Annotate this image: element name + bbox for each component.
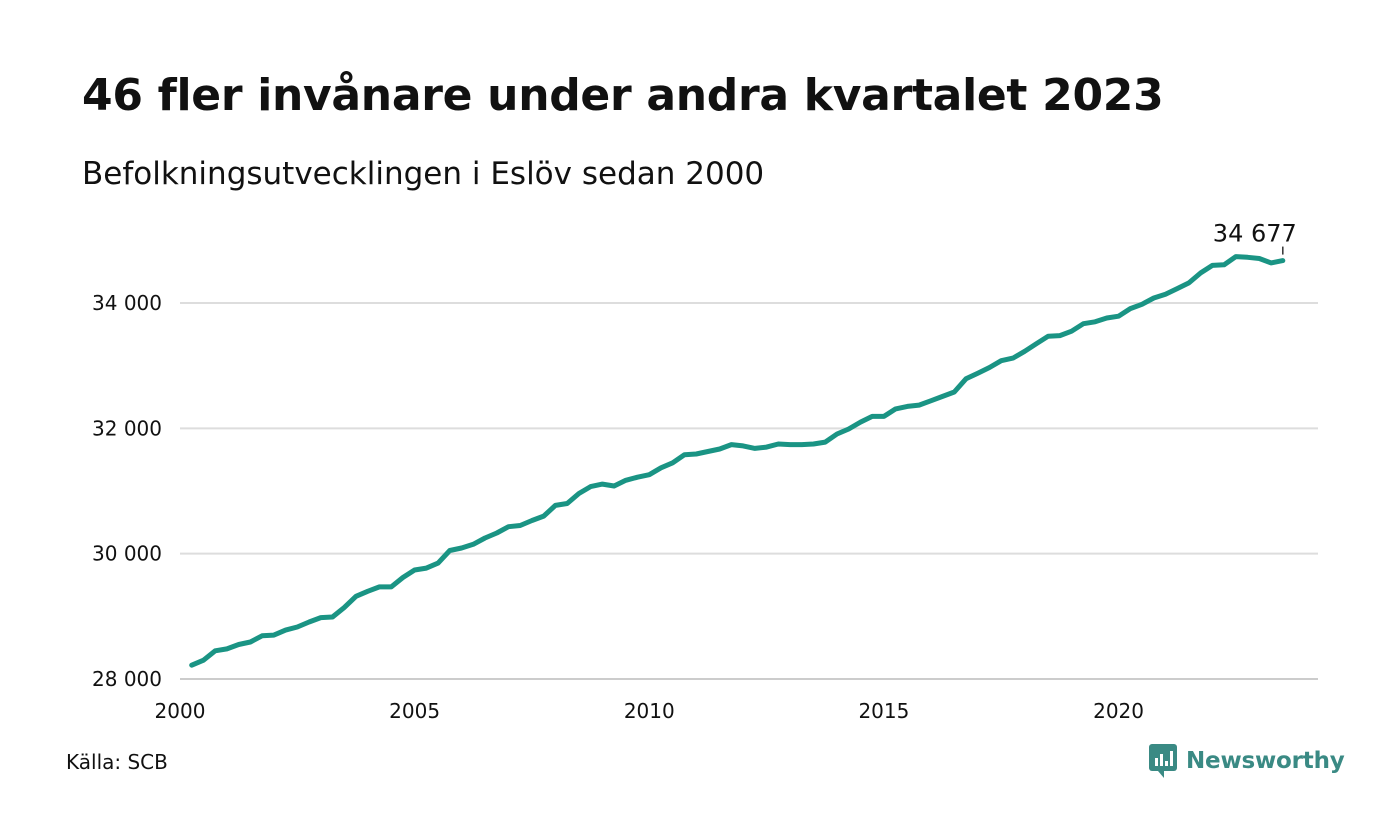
- newsworthy-logo-icon: [1149, 744, 1177, 778]
- newsworthy-logo: Newsworthy: [1148, 743, 1345, 779]
- x-tick-label: 2015: [858, 699, 909, 723]
- x-tick-label: 2000: [155, 699, 206, 723]
- source-note: Källa: SCB: [66, 750, 168, 774]
- y-tick-label: 28 000: [92, 667, 162, 691]
- brand-name: Newsworthy: [1186, 748, 1345, 774]
- chart-title: 46 fler invånare under andra kvartalet 2…: [82, 70, 1164, 121]
- population-series-line: [189, 254, 1286, 668]
- chart-subtitle: Befolkningsutvecklingen i Eslöv sedan 20…: [82, 156, 765, 192]
- y-axis-tick-labels: 28 000 30 000 32 000 34 000: [92, 291, 162, 691]
- end-value-label: 34 677: [1213, 220, 1297, 248]
- y-tick-label: 34 000: [92, 291, 162, 315]
- x-axis-tick-labels: 2000 2005 2010 2015 2020: [155, 699, 1144, 723]
- gridlines: [180, 302, 1318, 555]
- y-tick-label: 32 000: [92, 416, 162, 440]
- x-tick-label: 2020: [1093, 699, 1144, 723]
- y-tick-label: 30 000: [92, 542, 162, 566]
- x-tick-label: 2005: [389, 699, 440, 723]
- x-tick-label: 2010: [624, 699, 675, 723]
